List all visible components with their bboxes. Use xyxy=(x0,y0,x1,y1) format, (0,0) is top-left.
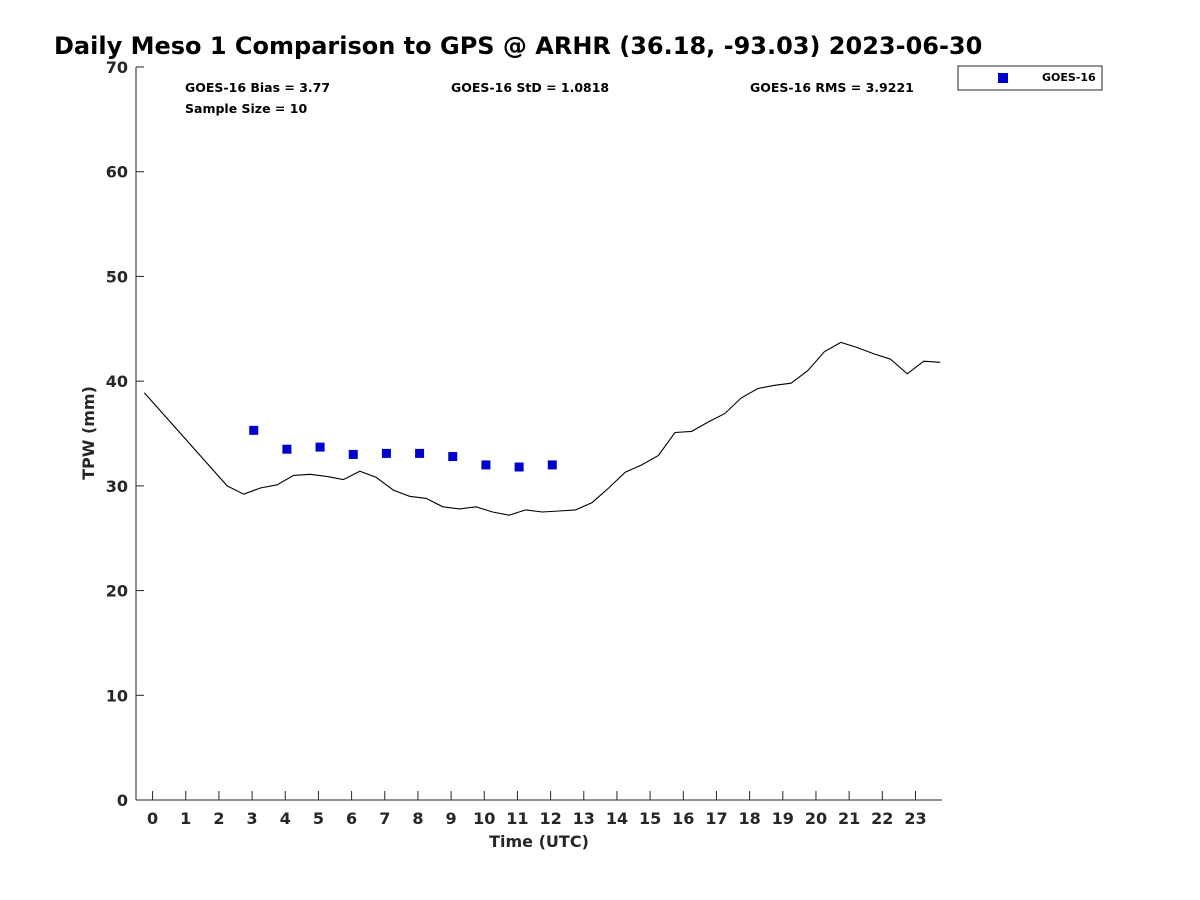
x-tick-label: 1 xyxy=(180,809,191,828)
chart-title: Daily Meso 1 Comparison to GPS @ ARHR (3… xyxy=(54,32,982,60)
legend-marker-goes16 xyxy=(998,73,1008,83)
x-tick-label: 7 xyxy=(379,809,390,828)
legend-box xyxy=(957,65,1103,91)
x-tick-label: 3 xyxy=(247,809,258,828)
goes16-point xyxy=(315,442,325,452)
x-tick-label: 2 xyxy=(213,809,224,828)
y-tick-label: 60 xyxy=(106,163,128,182)
x-tick-label: 19 xyxy=(772,809,794,828)
x-tick-label: 14 xyxy=(606,809,628,828)
gps-tpw-line xyxy=(143,341,941,516)
x-tick-label: 0 xyxy=(147,809,158,828)
plot-area xyxy=(143,341,941,516)
x-tick-label: 12 xyxy=(539,809,561,828)
x-tick-label: 13 xyxy=(573,809,595,828)
y-tick-label: 70 xyxy=(106,58,128,77)
x-tick-label: 20 xyxy=(805,809,827,828)
x-tick-label: 18 xyxy=(738,809,760,828)
x-tick-label: 4 xyxy=(280,809,291,828)
y-axis-label: TPW (mm) xyxy=(79,386,98,480)
x-axis-ticks: 0 1 2 3 4 5 6 7 8 9 10 11 12 13 14 15 16 17 18 19 20 21 22 23 xyxy=(147,791,927,828)
y-tick-label: 10 xyxy=(106,686,128,705)
x-tick-label: 16 xyxy=(672,809,694,828)
rms-stat: GOES-16 RMS = 3.9221 xyxy=(750,80,914,95)
sample-size-stat: Sample Size = 10 xyxy=(185,101,307,116)
x-tick-label: 9 xyxy=(446,809,457,828)
x-tick-label: 5 xyxy=(313,809,324,828)
legend: GOES-16 xyxy=(957,65,1103,91)
x-tick-label: 15 xyxy=(639,809,661,828)
x-tick-label: 6 xyxy=(346,809,357,828)
x-tick-label: 21 xyxy=(838,809,860,828)
std-stat: GOES-16 StD = 1.0818 xyxy=(451,80,609,95)
goes16-point xyxy=(348,449,358,459)
bias-stat: GOES-16 Bias = 3.77 xyxy=(185,80,330,95)
x-tick-label: 11 xyxy=(506,809,528,828)
legend-label-goes16: GOES-16 xyxy=(1042,71,1096,84)
goes16-point xyxy=(514,462,524,472)
y-tick-label: 0 xyxy=(117,791,128,810)
y-tick-label: 40 xyxy=(106,372,128,391)
y-tick-label: 30 xyxy=(106,477,128,496)
x-tick-label: 17 xyxy=(705,809,727,828)
x-axis-label: Time (UTC) xyxy=(489,832,589,851)
y-tick-label: 20 xyxy=(106,582,128,601)
goes16-point xyxy=(415,448,425,458)
goes16-point xyxy=(381,448,391,458)
goes16-point xyxy=(547,460,557,470)
x-tick-label: 8 xyxy=(412,809,423,828)
y-axis-ticks: 0 10 20 30 40 50 60 70 xyxy=(106,58,144,810)
goes16-point xyxy=(448,452,458,462)
x-tick-label: 22 xyxy=(871,809,893,828)
goes16-point xyxy=(249,425,259,435)
x-tick-label: 10 xyxy=(473,809,495,828)
x-tick-label: 23 xyxy=(904,809,926,828)
goes16-point xyxy=(481,460,491,470)
goes16-point xyxy=(282,444,292,454)
y-tick-label: 50 xyxy=(106,267,128,286)
